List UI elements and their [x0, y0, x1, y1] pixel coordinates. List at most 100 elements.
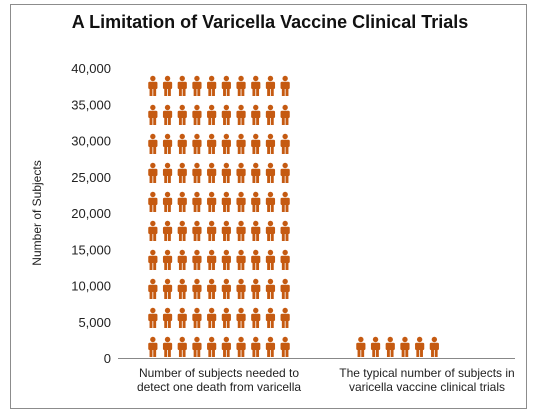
person-icon — [265, 307, 276, 328]
y-tick-label: 40,000 — [71, 61, 111, 76]
person-icon — [265, 278, 276, 299]
person-icon — [251, 104, 261, 125]
category-labels: Number of subjects needed to detect one d… — [137, 366, 515, 394]
person-icon — [148, 278, 158, 299]
person-icon — [162, 162, 173, 183]
person-icon — [236, 220, 246, 241]
person-icon — [265, 336, 276, 357]
chart-title: A Limitation of Varicella Vaccine Clinic… — [71, 12, 469, 32]
person-icon — [148, 307, 158, 328]
person-icon — [280, 133, 290, 154]
person-icon — [280, 307, 290, 328]
person-icon — [162, 133, 173, 154]
person-icon — [162, 191, 173, 212]
person-icon — [148, 191, 158, 212]
pictogram-icons — [148, 75, 439, 357]
person-icon — [251, 133, 261, 154]
person-icon — [221, 75, 231, 96]
person-icon — [221, 133, 231, 154]
y-tick-label: 0 — [104, 351, 111, 366]
person-icon — [265, 104, 276, 125]
person-icon — [236, 278, 246, 299]
person-icon — [148, 249, 158, 270]
person-icon — [177, 336, 187, 357]
pictogram-bar — [356, 336, 439, 357]
person-icon — [265, 75, 276, 96]
person-icon — [221, 249, 231, 270]
person-icon — [265, 133, 276, 154]
person-icon — [148, 75, 158, 96]
person-icon — [221, 336, 231, 357]
y-axis-title-group: Number of Subjects — [30, 160, 44, 265]
person-icon — [236, 191, 246, 212]
person-icon — [207, 220, 217, 241]
person-icon — [236, 249, 246, 270]
person-icon — [385, 336, 395, 357]
person-icon — [356, 336, 366, 357]
person-icon — [221, 191, 231, 212]
category-label: Number of subjects needed to detect one d… — [137, 366, 301, 394]
person-icon — [280, 249, 290, 270]
person-icon — [251, 307, 261, 328]
y-tick-label: 10,000 — [71, 279, 111, 294]
person-icon — [192, 162, 202, 183]
pictogram-bar — [148, 75, 290, 357]
person-icon — [236, 336, 246, 357]
person-icon — [192, 220, 202, 241]
person-icon — [177, 278, 187, 299]
person-icon — [177, 104, 187, 125]
person-icon — [221, 220, 231, 241]
y-axis: 0 5,000 10,000 15,000 20,000 25,000 30,000 35,0… — [71, 61, 111, 366]
person-icon — [207, 191, 217, 212]
person-icon — [280, 191, 290, 212]
person-icon — [192, 133, 202, 154]
person-icon — [162, 220, 173, 241]
person-icon — [251, 249, 261, 270]
person-icon — [177, 162, 187, 183]
person-icon — [162, 104, 173, 125]
person-icon — [400, 336, 410, 357]
person-icon — [162, 278, 173, 299]
person-icon — [148, 133, 158, 154]
person-icon — [370, 336, 381, 357]
y-tick-label: 30,000 — [71, 134, 111, 149]
person-icon — [236, 75, 246, 96]
person-icon — [192, 75, 202, 96]
person-icon — [207, 336, 217, 357]
person-icon — [280, 336, 290, 357]
y-tick-label: 35,000 — [71, 97, 111, 112]
person-icon — [221, 104, 231, 125]
person-icon — [251, 191, 261, 212]
person-icon — [236, 162, 246, 183]
person-icon — [177, 249, 187, 270]
person-icon — [265, 162, 276, 183]
person-icon — [265, 249, 276, 270]
person-icon — [221, 307, 231, 328]
person-icon — [207, 278, 217, 299]
person-icon — [221, 162, 231, 183]
person-icon — [148, 336, 158, 357]
person-icon — [280, 104, 290, 125]
person-icon — [280, 278, 290, 299]
person-icon — [280, 220, 290, 241]
person-icon — [162, 75, 173, 96]
person-icon — [192, 249, 202, 270]
person-icon — [251, 162, 261, 183]
person-icon — [280, 75, 290, 96]
person-icon — [192, 104, 202, 125]
person-icon — [148, 104, 158, 125]
person-icon — [429, 336, 439, 357]
person-icon — [221, 278, 231, 299]
y-axis-title: Number of Subjects — [30, 160, 44, 265]
person-icon — [192, 307, 202, 328]
person-icon — [251, 278, 261, 299]
person-icon — [177, 220, 187, 241]
person-icon — [251, 336, 261, 357]
y-tick-label: 25,000 — [71, 170, 111, 185]
person-icon — [207, 104, 217, 125]
person-icon — [251, 220, 261, 241]
person-icon — [207, 75, 217, 96]
category-label: The typical number of subjects in varicel… — [339, 366, 514, 394]
y-tick-label: 5,000 — [78, 315, 111, 330]
